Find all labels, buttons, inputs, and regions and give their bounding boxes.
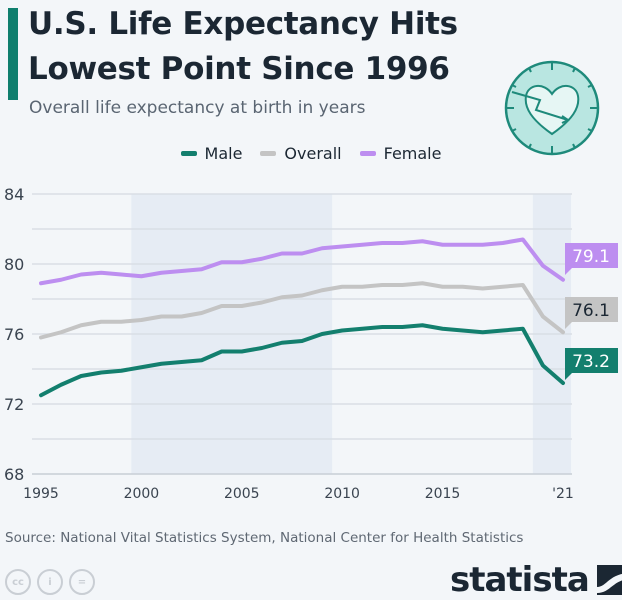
x-tick-label: 2000 <box>124 486 160 502</box>
statista-logo-icon <box>596 565 622 595</box>
legend-item-overall[interactable]: Overall <box>260 144 342 163</box>
y-tick-label: 72 <box>4 395 24 414</box>
end-label-box <box>565 297 618 322</box>
legend-label: Male <box>204 144 243 163</box>
x-tick-label: 2005 <box>224 486 260 502</box>
legend-item-male[interactable]: Male <box>180 144 243 163</box>
end-label-male: 73.2 <box>572 352 610 372</box>
chart-subtitle: Overall life expectancy at birth in year… <box>29 98 366 118</box>
legend-swatch-male <box>180 151 197 156</box>
x-tick-label: 1995 <box>23 486 59 502</box>
x-tick-label: 2015 <box>425 486 461 502</box>
end-label-pointer <box>565 321 573 329</box>
statista-logo[interactable]: statista <box>450 560 622 600</box>
legend: Male Overall Female <box>0 144 622 163</box>
legend-item-female[interactable]: Female <box>359 144 442 163</box>
license-icons[interactable]: cc i = <box>5 569 95 595</box>
chart-title: U.S. Life Expectancy Hits Lowest Point S… <box>28 2 458 92</box>
no-derivatives-icon[interactable]: = <box>69 569 95 595</box>
legend-label: Female <box>383 144 442 163</box>
x-tick-label: '21 <box>552 486 574 502</box>
cc-icon[interactable]: cc <box>5 569 31 595</box>
attribution-icon[interactable]: i <box>37 569 63 595</box>
legend-label: Overall <box>284 144 342 163</box>
line-chart: 68 72 76 80 84 1995 2000 2005 2010 2015 '21 73.2 7… <box>4 185 618 502</box>
end-label-pointer <box>565 372 573 380</box>
x-tick-label: 2010 <box>324 486 360 502</box>
title-line-1: U.S. Life Expectancy Hits <box>28 6 458 42</box>
source-note: Source: National Vital Statistics System… <box>5 530 524 546</box>
legend-swatch-overall <box>260 151 277 156</box>
end-label-pointer <box>565 267 573 275</box>
end-label-box <box>565 243 618 268</box>
legend-swatch-female <box>359 151 376 156</box>
y-tick-label: 84 <box>4 185 24 204</box>
logo-text: statista <box>450 560 590 600</box>
end-label-female: 79.1 <box>572 247 610 267</box>
end-label-box <box>565 348 618 373</box>
title-line-2: Lowest Point Since 1996 <box>28 51 450 87</box>
y-tick-label: 80 <box>4 255 24 274</box>
y-tick-label: 68 <box>4 465 24 484</box>
heart-clock-icon <box>504 60 600 156</box>
end-label-overall: 76.1 <box>572 301 610 321</box>
y-tick-label: 76 <box>4 325 24 344</box>
title-accent-bar <box>8 8 18 100</box>
